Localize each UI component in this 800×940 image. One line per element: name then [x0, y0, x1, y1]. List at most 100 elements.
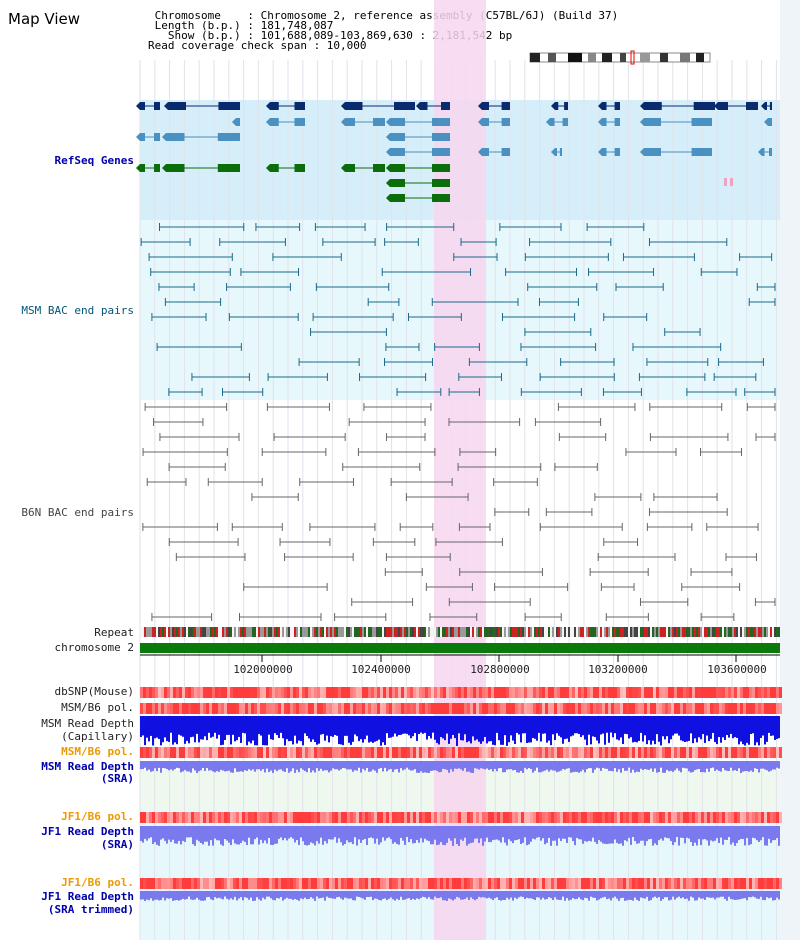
heat-cell	[542, 687, 545, 698]
depth-bar	[180, 891, 182, 900]
heat-cell	[431, 878, 434, 889]
heat-cell	[386, 812, 389, 823]
heat-cell	[761, 878, 764, 889]
heat-cell	[194, 703, 197, 714]
heat-cell	[257, 703, 260, 714]
heat-cell	[764, 812, 767, 823]
repeat-bar	[612, 627, 614, 637]
heat-cell	[230, 703, 233, 714]
heat-cell	[755, 878, 758, 889]
depth-bar	[332, 891, 334, 899]
heat-cell	[548, 703, 551, 714]
heat-cell	[566, 747, 569, 758]
depth-bar	[684, 891, 686, 900]
repeat-bar	[482, 627, 484, 637]
heat-cell	[596, 703, 599, 714]
heat-cell	[227, 878, 230, 889]
depth-bar	[384, 891, 386, 899]
depth-bar	[316, 891, 318, 897]
depth-bar	[302, 716, 304, 746]
depth-bar	[720, 761, 722, 772]
depth-bar	[732, 891, 734, 900]
repeat-bar	[448, 627, 450, 637]
repeat-bar	[384, 627, 386, 637]
heat-cell	[374, 878, 377, 889]
depth-bar	[642, 761, 644, 770]
depth-bar	[466, 716, 468, 743]
heat-cell	[221, 878, 224, 889]
depth-bar	[554, 761, 556, 771]
depth-bar	[580, 826, 582, 840]
depth-bar	[392, 826, 394, 844]
depth-bar	[434, 761, 436, 771]
depth-bar	[392, 716, 394, 737]
depth-bar	[154, 761, 156, 769]
heat-cell	[530, 812, 533, 823]
heat-cell	[149, 687, 152, 698]
heat-cell	[344, 687, 347, 698]
depth-bar	[664, 761, 666, 773]
heat-cell	[680, 812, 683, 823]
depth-bar	[374, 826, 376, 844]
depth-bar	[328, 891, 330, 898]
heat-cell	[623, 703, 626, 714]
heat-cell	[770, 747, 773, 758]
gene-arrow	[764, 118, 768, 126]
heat-cell	[509, 703, 512, 714]
heat-cell	[650, 747, 653, 758]
depth-bar	[334, 716, 336, 735]
depth-bar	[298, 716, 300, 741]
heat-cell	[284, 878, 287, 889]
depth-bar	[314, 891, 316, 901]
depth-bar	[660, 891, 662, 901]
depth-bar	[248, 716, 250, 742]
heat-cell	[665, 687, 668, 698]
depth-bar	[740, 891, 742, 899]
depth-bar	[716, 826, 718, 839]
depth-bar	[386, 891, 388, 901]
depth-bar	[224, 716, 226, 741]
depth-bar	[200, 891, 202, 901]
depth-bar	[618, 761, 620, 770]
heat-cell	[692, 812, 695, 823]
depth-bar	[404, 826, 406, 845]
depth-bar	[696, 826, 698, 846]
heat-cell	[320, 703, 323, 714]
heat-cell	[683, 687, 686, 698]
gene-arrow	[478, 148, 482, 156]
heat-cell	[299, 747, 302, 758]
heat-cell	[563, 878, 566, 889]
heat-cell	[431, 747, 434, 758]
heat-cell	[617, 687, 620, 698]
heat-cell	[518, 687, 521, 698]
heat-cell	[167, 812, 170, 823]
depth-bar	[314, 826, 316, 846]
depth-bar	[628, 826, 630, 838]
depth-bar	[308, 716, 310, 739]
heat-cell	[770, 878, 773, 889]
depth-bar	[452, 761, 454, 772]
info-length: Length (b.p.) : 181,748,087	[148, 19, 334, 32]
depth-bar	[728, 761, 730, 772]
highlight-region	[434, 0, 486, 940]
depth-bar	[140, 826, 142, 842]
depth-bar	[304, 826, 306, 845]
heat-cell	[272, 747, 275, 758]
depth-bar	[376, 716, 378, 741]
depth-bar	[524, 891, 526, 899]
heat-cell	[173, 812, 176, 823]
heat-cell	[554, 687, 557, 698]
depth-bar	[528, 716, 530, 743]
heat-cell	[173, 747, 176, 758]
depth-bar	[248, 761, 250, 770]
repeat-bar	[558, 627, 560, 637]
depth-bar	[354, 891, 356, 901]
depth-bar	[538, 891, 540, 898]
heat-cell	[383, 878, 386, 889]
heat-cell	[536, 703, 539, 714]
depth-bar	[164, 891, 166, 901]
depth-bar	[160, 826, 162, 840]
repeat-bar	[370, 627, 372, 637]
repeat-bar	[520, 627, 522, 637]
